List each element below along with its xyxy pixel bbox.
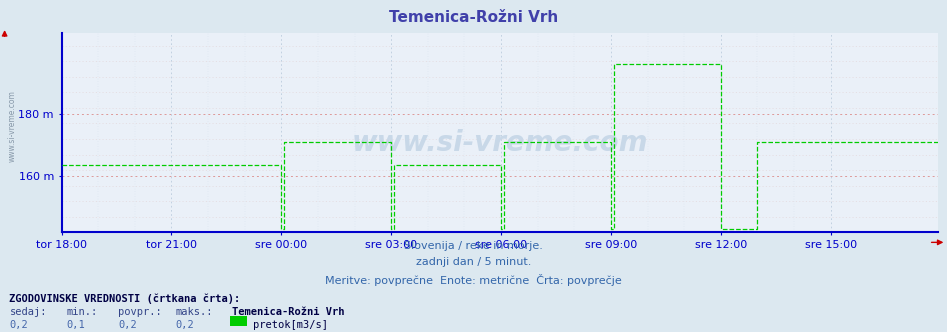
Text: pretok[m3/s]: pretok[m3/s] xyxy=(253,320,328,330)
Text: 0,2: 0,2 xyxy=(118,320,137,330)
Text: Temenica-Rožni Vrh: Temenica-Rožni Vrh xyxy=(232,307,345,317)
Text: povpr.:: povpr.: xyxy=(118,307,162,317)
Text: zadnji dan / 5 minut.: zadnji dan / 5 minut. xyxy=(416,257,531,267)
Text: Meritve: povprečne  Enote: metrične  Črta: povprečje: Meritve: povprečne Enote: metrične Črta:… xyxy=(325,274,622,286)
Text: Slovenija / reke in morje.: Slovenija / reke in morje. xyxy=(404,241,543,251)
Text: 0,1: 0,1 xyxy=(66,320,85,330)
Text: ZGODOVINSKE VREDNOSTI (črtkana črta):: ZGODOVINSKE VREDNOSTI (črtkana črta): xyxy=(9,294,241,304)
Text: sedaj:: sedaj: xyxy=(9,307,47,317)
Text: maks.:: maks.: xyxy=(175,307,213,317)
Text: 0,2: 0,2 xyxy=(9,320,28,330)
Text: min.:: min.: xyxy=(66,307,98,317)
Text: 0,2: 0,2 xyxy=(175,320,194,330)
Text: Temenica-Rožni Vrh: Temenica-Rožni Vrh xyxy=(389,10,558,25)
Text: www.si-vreme.com: www.si-vreme.com xyxy=(351,129,648,157)
Text: www.si-vreme.com: www.si-vreme.com xyxy=(8,90,17,162)
